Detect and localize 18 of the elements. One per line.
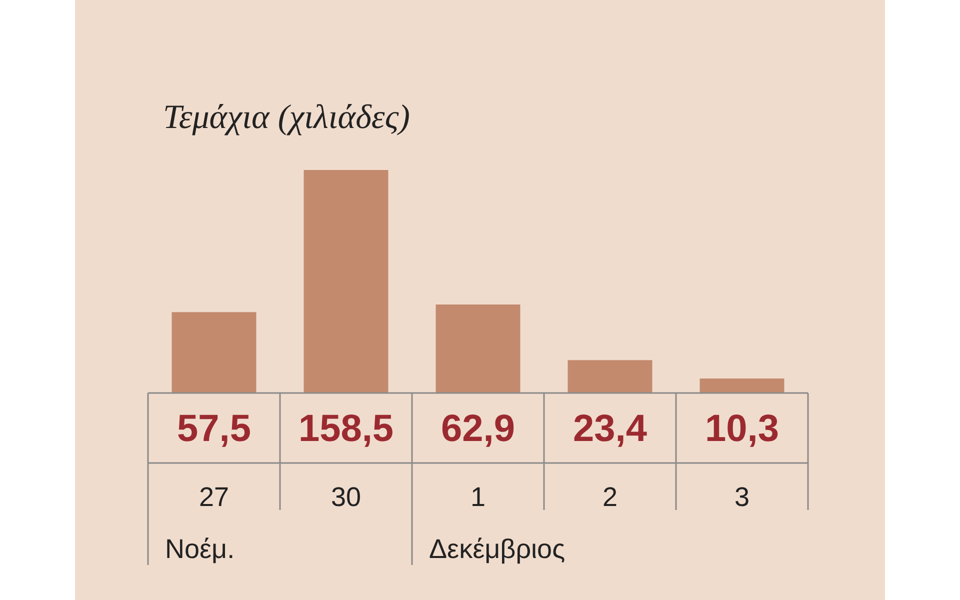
x-tick-label: 30 <box>330 482 362 512</box>
data-label: 10,3 <box>705 408 779 450</box>
text: Δεκέμβριος <box>429 534 566 564</box>
x-tick-label: 3 <box>734 482 750 512</box>
bar <box>568 360 652 393</box>
chart-title: Τεμάχια (χιλιάδες) <box>163 99 410 136</box>
data-label: 57,5 <box>177 408 251 450</box>
x-tick-label: 27 <box>198 482 230 512</box>
x-tick-label: 1 <box>470 482 486 512</box>
x-tick-label: 2 <box>602 482 618 512</box>
data-label: 23,4 <box>573 408 647 450</box>
bar <box>436 304 520 393</box>
text: Νοέμ. <box>165 534 235 564</box>
bar <box>304 170 388 393</box>
data-label: 62,9 <box>441 408 515 450</box>
data-label: 158,5 <box>298 408 394 450</box>
bar <box>700 378 784 393</box>
bar <box>172 312 256 393</box>
